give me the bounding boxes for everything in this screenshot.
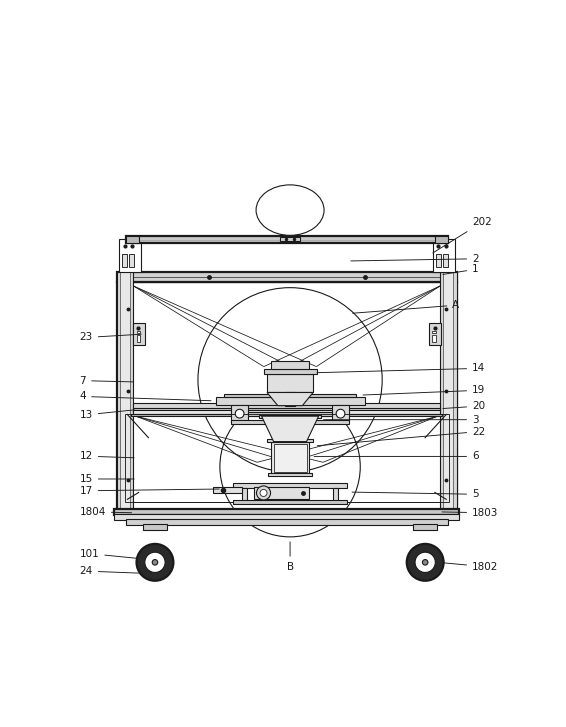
Bar [432, 335, 436, 342]
Text: 2: 2 [351, 254, 479, 264]
Bar [216, 398, 365, 405]
Bar [129, 254, 134, 267]
Bar [233, 483, 347, 488]
Circle shape [152, 560, 158, 565]
Text: 19: 19 [363, 385, 486, 395]
Bar [224, 394, 356, 398]
Bar [259, 415, 321, 418]
Bar [268, 473, 312, 476]
Text: 24: 24 [79, 566, 141, 576]
Bar [436, 254, 441, 267]
Text: 101: 101 [79, 549, 139, 558]
Bar [120, 272, 130, 510]
Bar [285, 393, 295, 406]
Bar [443, 254, 448, 267]
Text: 6: 6 [314, 451, 479, 462]
Bar [280, 237, 300, 241]
Circle shape [256, 486, 271, 500]
Text: 12: 12 [79, 451, 134, 461]
Bar [117, 272, 457, 281]
Bar [273, 443, 307, 473]
Bar [233, 500, 347, 505]
Text: 1804: 1804 [79, 507, 131, 517]
Bar [231, 419, 349, 424]
Text: 7: 7 [79, 376, 133, 385]
Text: 22: 22 [317, 427, 486, 446]
Bar [125, 414, 449, 502]
Circle shape [422, 560, 428, 565]
Ellipse shape [256, 185, 324, 236]
Bar [143, 523, 167, 530]
Bar [131, 414, 442, 416]
Bar [134, 411, 440, 414]
Bar [432, 239, 454, 272]
Text: A: A [353, 300, 460, 313]
Bar [248, 411, 332, 416]
Circle shape [145, 553, 165, 572]
Bar [136, 335, 140, 342]
Bar [125, 281, 449, 502]
Text: 13: 13 [79, 410, 134, 420]
Bar [272, 361, 308, 369]
Bar [242, 488, 247, 501]
Bar [132, 323, 145, 345]
Text: B: B [286, 542, 294, 571]
Text: 5: 5 [352, 489, 479, 499]
Bar [134, 408, 440, 411]
Text: 202: 202 [433, 217, 492, 253]
Circle shape [136, 544, 173, 581]
Bar [432, 331, 436, 333]
Bar [119, 239, 141, 272]
Bar [136, 331, 140, 333]
Circle shape [415, 553, 435, 572]
Bar [117, 272, 134, 510]
Bar [114, 509, 460, 515]
Text: 4: 4 [79, 391, 211, 401]
Bar [435, 236, 448, 244]
Bar [231, 405, 248, 420]
Text: 1803: 1803 [442, 507, 499, 518]
Bar [254, 487, 308, 499]
Bar [126, 236, 448, 244]
Text: 1: 1 [443, 265, 479, 274]
Text: 20: 20 [443, 401, 485, 411]
Bar [126, 519, 448, 525]
Bar [213, 487, 242, 492]
Bar [114, 514, 460, 521]
Bar [267, 374, 313, 393]
Text: 17: 17 [79, 486, 219, 496]
Bar [428, 323, 441, 345]
Bar [268, 439, 312, 443]
Bar [413, 523, 438, 530]
Bar [134, 403, 440, 409]
Circle shape [260, 489, 267, 497]
Circle shape [235, 409, 244, 418]
Bar [122, 254, 127, 267]
Text: 1802: 1802 [441, 562, 499, 571]
Bar [126, 236, 139, 244]
Polygon shape [267, 393, 313, 406]
Bar [117, 281, 457, 510]
Circle shape [336, 409, 345, 418]
Bar [271, 441, 309, 475]
Text: 23: 23 [79, 332, 142, 342]
Text: 3: 3 [324, 414, 479, 425]
Polygon shape [261, 416, 319, 441]
Bar [440, 272, 457, 510]
Circle shape [407, 544, 444, 581]
Text: 15: 15 [79, 474, 134, 484]
Bar [332, 405, 349, 420]
Bar [443, 272, 453, 510]
Bar [264, 369, 316, 374]
Text: 14: 14 [317, 364, 486, 374]
Bar [333, 488, 338, 501]
